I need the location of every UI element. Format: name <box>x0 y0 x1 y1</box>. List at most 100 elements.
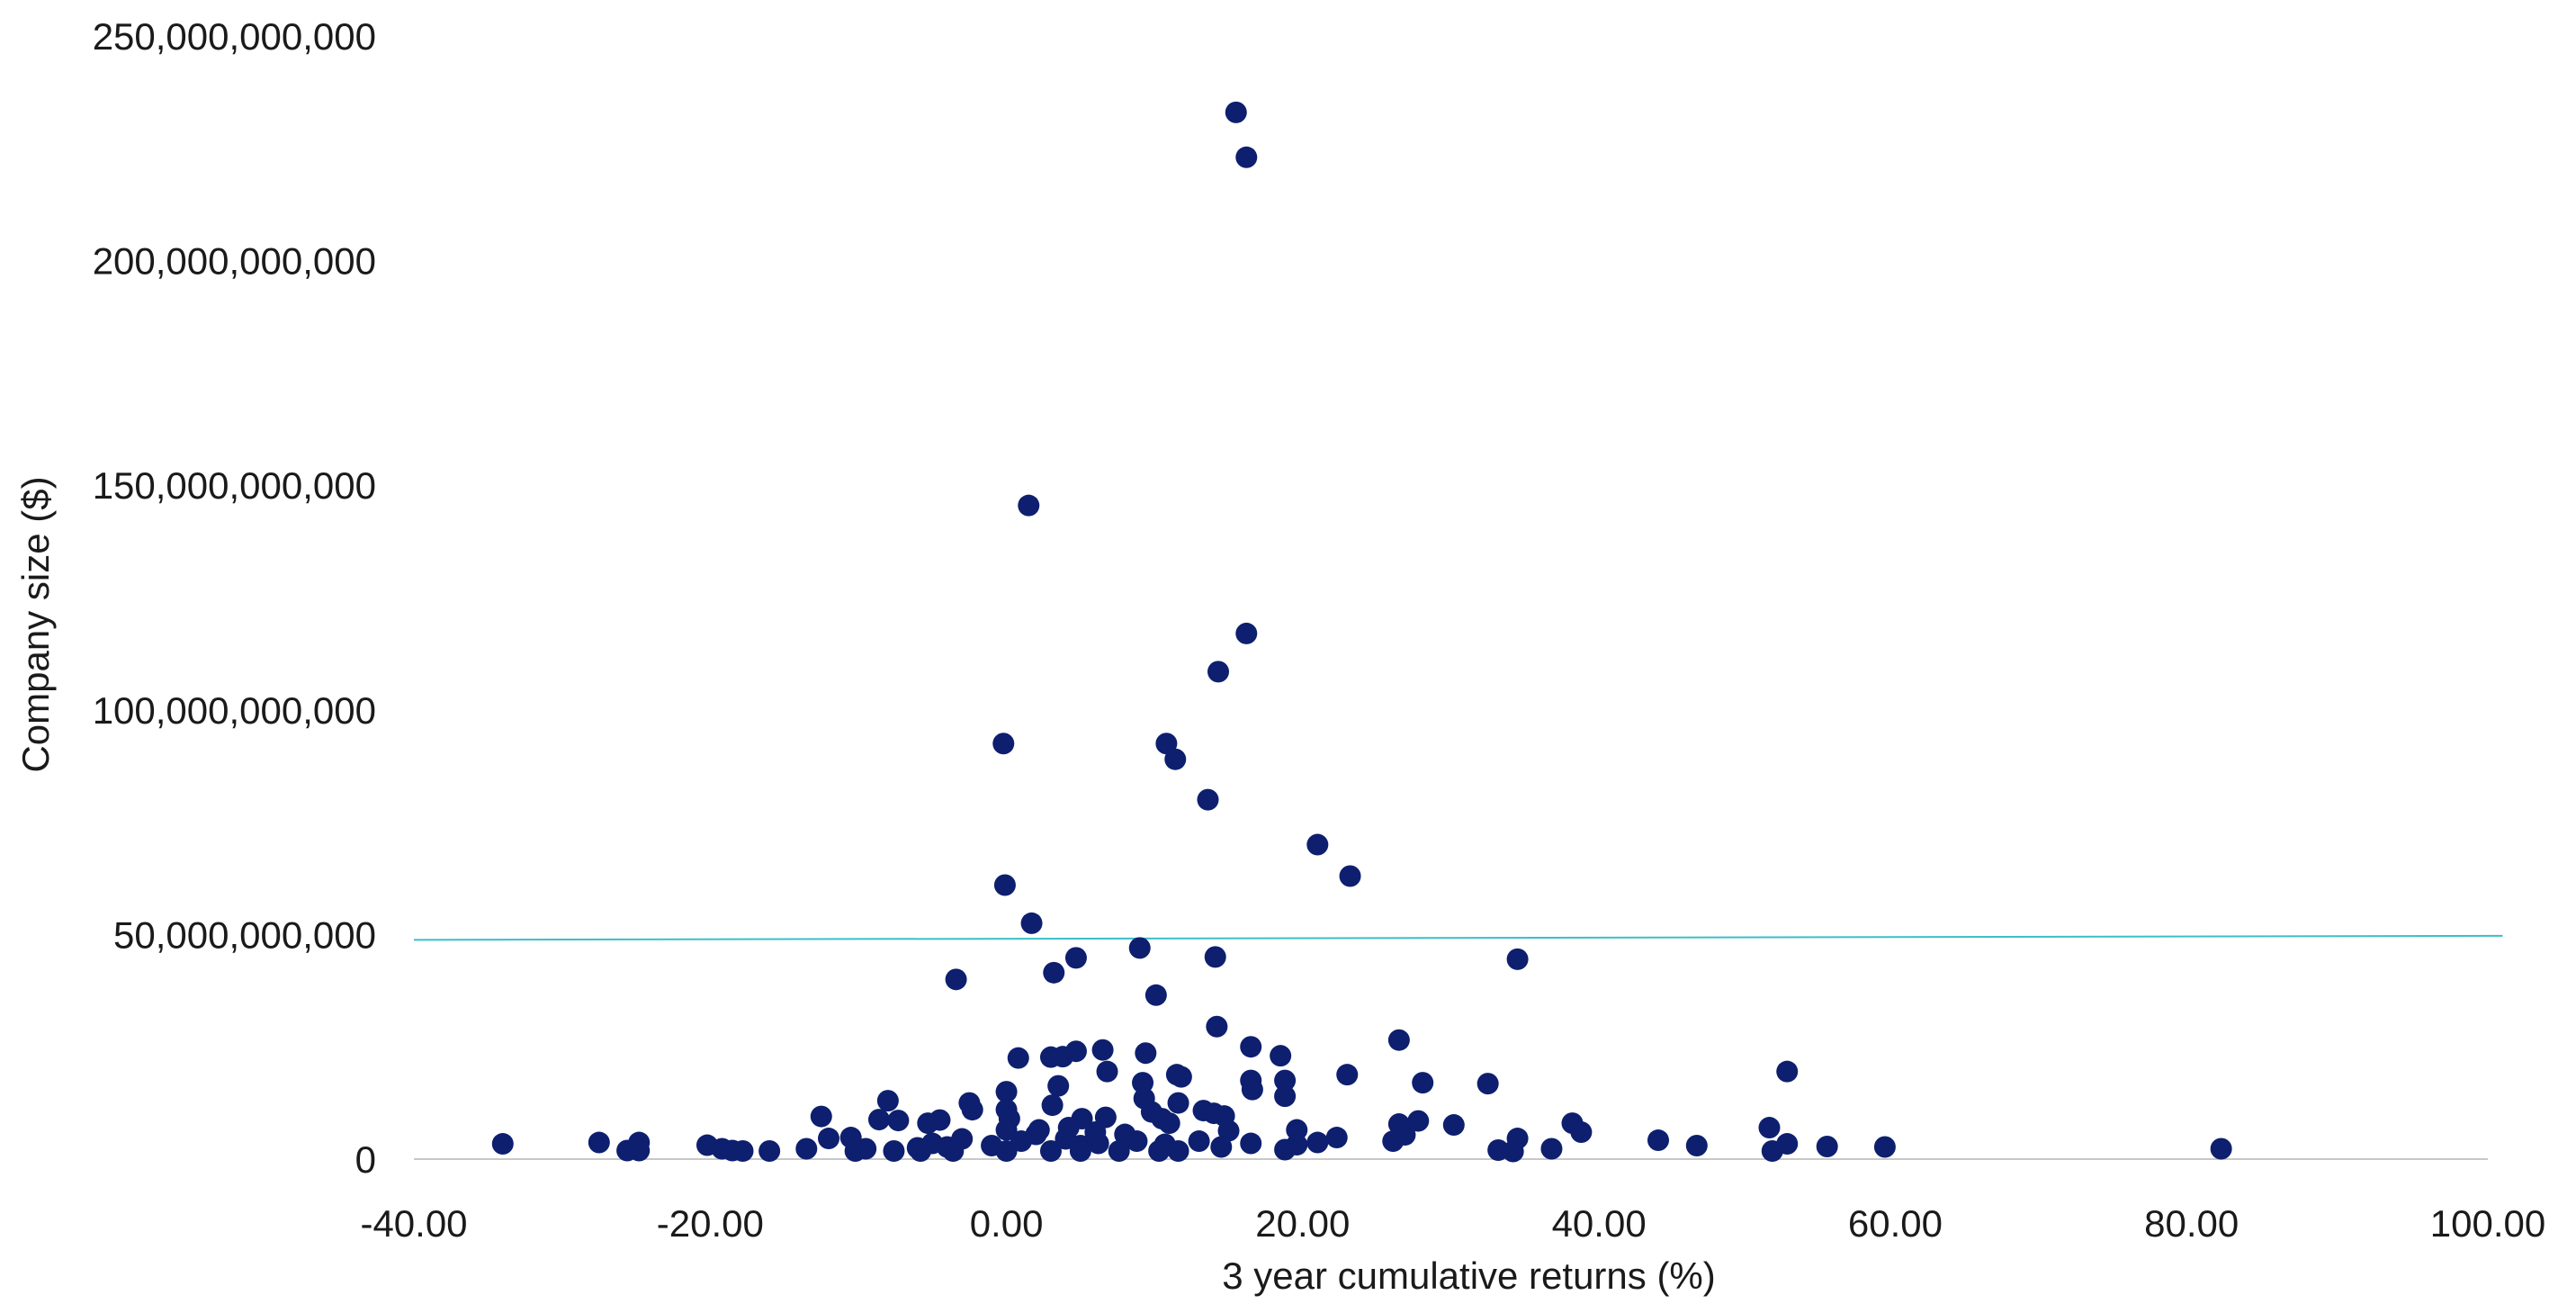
data-point <box>1325 1127 1348 1149</box>
data-point <box>1052 1046 1074 1068</box>
data-point <box>1286 1119 1308 1141</box>
data-point <box>1540 1138 1563 1160</box>
data-point <box>1170 1066 1192 1088</box>
data-point <box>1873 1136 1896 1158</box>
data-point <box>992 733 1015 755</box>
data-point <box>491 1133 514 1156</box>
data-point <box>876 1090 899 1112</box>
x-tick-label: 0.00 <box>970 1202 1044 1245</box>
data-point <box>1132 1072 1154 1094</box>
data-point <box>1108 1140 1130 1163</box>
data-point <box>1135 1042 1157 1065</box>
data-point <box>1148 1140 1171 1163</box>
data-point <box>1020 912 1043 934</box>
x-tick-label: 100.00 <box>2430 1202 2545 1245</box>
data-point <box>1018 494 1040 517</box>
data-point <box>1412 1072 1434 1094</box>
x-tick-label: 80.00 <box>2144 1202 2239 1245</box>
x-tick-label: -40.00 <box>360 1202 467 1245</box>
data-point <box>588 1131 610 1154</box>
data-point <box>1407 1110 1430 1132</box>
x-tick-label: 40.00 <box>1552 1202 1647 1245</box>
data-point <box>1336 1064 1359 1086</box>
data-point <box>1339 865 1361 887</box>
data-point <box>1816 1136 1838 1158</box>
data-point <box>883 1140 905 1163</box>
y-tick-label: 0 <box>355 1138 376 1181</box>
data-point <box>1087 1132 1109 1155</box>
data-point <box>1240 1132 1262 1155</box>
data-point <box>1235 622 1258 644</box>
data-point <box>2210 1138 2232 1160</box>
y-tick-label: 150,000,000,000 <box>93 464 376 507</box>
y-tick-label: 250,000,000,000 <box>93 15 376 58</box>
data-point <box>1207 661 1230 683</box>
data-point <box>1206 1015 1228 1038</box>
data-point <box>1387 1029 1410 1051</box>
data-points <box>491 101 2232 1163</box>
x-tick-label: 20.00 <box>1255 1202 1350 1245</box>
data-point <box>1197 788 1219 811</box>
data-point <box>1210 1136 1233 1158</box>
data-point <box>1155 733 1178 755</box>
x-tick-label: -20.00 <box>657 1202 764 1245</box>
data-point <box>1758 1117 1781 1139</box>
data-point <box>1064 947 1087 969</box>
data-point <box>993 874 1016 896</box>
data-point <box>1274 1085 1297 1108</box>
data-point <box>1274 1138 1297 1161</box>
data-point <box>1570 1121 1593 1144</box>
data-point <box>1506 948 1529 970</box>
data-point <box>1158 1112 1180 1135</box>
data-point <box>961 1099 983 1121</box>
y-axis-title: Company size ($) <box>14 476 57 772</box>
data-point <box>1164 748 1187 770</box>
data-point <box>1241 1078 1263 1101</box>
reference-line <box>413 934 2503 941</box>
data-point <box>867 1109 890 1131</box>
data-point <box>995 1119 1018 1141</box>
data-point <box>810 1105 832 1128</box>
data-point <box>1306 1131 1329 1154</box>
data-point <box>1204 946 1226 968</box>
data-point <box>1442 1114 1465 1137</box>
data-point <box>945 968 967 991</box>
data-point <box>1043 961 1065 984</box>
data-point <box>1761 1140 1783 1163</box>
data-point <box>1128 937 1151 959</box>
data-point <box>1502 1140 1524 1163</box>
data-point <box>1685 1135 1708 1157</box>
data-point <box>1057 1117 1080 1139</box>
data-point <box>732 1140 754 1163</box>
data-point <box>887 1110 910 1132</box>
y-tick-label: 50,000,000,000 <box>113 913 376 956</box>
data-point <box>910 1140 932 1163</box>
data-point <box>1144 984 1167 1006</box>
data-point <box>1270 1045 1292 1067</box>
y-tick-label: 200,000,000,000 <box>93 240 376 283</box>
data-point <box>1096 1060 1118 1083</box>
x-axis-title: 3 year cumulative returns (%) <box>1222 1255 1716 1297</box>
data-point <box>1382 1130 1405 1153</box>
data-point <box>1306 833 1329 856</box>
data-point <box>1188 1130 1210 1153</box>
x-tick-label: 60.00 <box>1848 1202 1943 1245</box>
data-point <box>1069 1140 1091 1163</box>
data-point <box>1647 1129 1669 1152</box>
data-point <box>1167 1092 1189 1114</box>
data-point <box>818 1128 839 1150</box>
data-point <box>628 1139 651 1162</box>
data-point <box>844 1140 866 1163</box>
data-point <box>1091 1039 1114 1061</box>
data-point <box>1041 1094 1064 1117</box>
data-point <box>1476 1073 1499 1095</box>
data-point <box>1776 1060 1799 1083</box>
data-point <box>1217 1120 1240 1142</box>
data-point <box>1025 1123 1047 1146</box>
data-point <box>1225 101 1247 123</box>
data-point <box>1274 1069 1297 1092</box>
data-point <box>1047 1075 1070 1097</box>
y-tick-labels: 0 50,000,000,000 100,000,000,000 150,000… <box>93 15 376 1181</box>
data-point <box>1126 1130 1148 1153</box>
